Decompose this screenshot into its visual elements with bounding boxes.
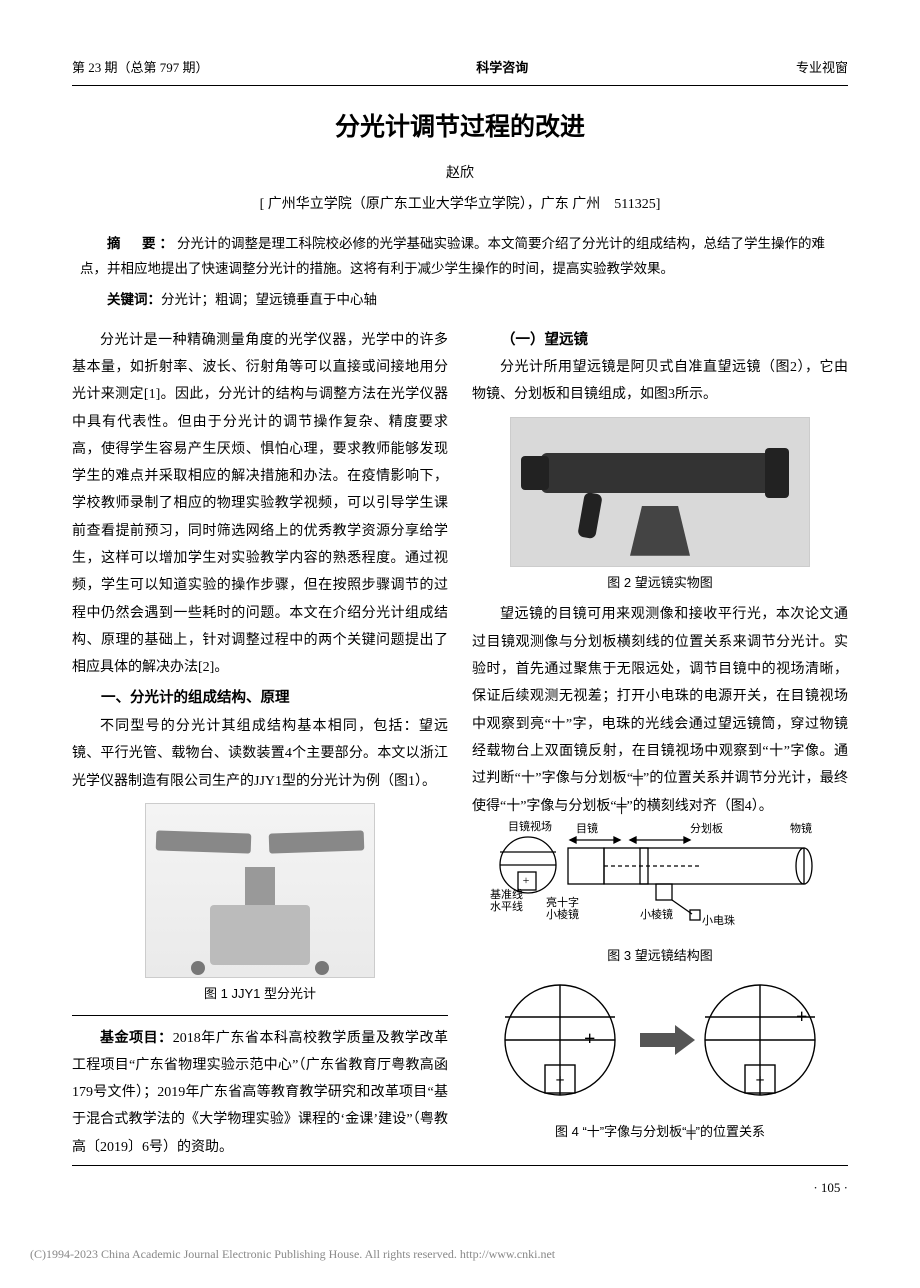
right-p1: 分光计所用望远镜是阿贝式自准直望远镜（图2），它由物镜、分划板和目镜组成，如图3… (472, 354, 848, 409)
lbl-small-bulb: 小电珠 (702, 913, 735, 927)
figure-1-caption: 图 1 JJY1 型分光计 (72, 982, 448, 1007)
lbl-small-prism: 小棱镜 (546, 907, 579, 921)
svg-text:+: + (584, 1028, 595, 1050)
funding: 基金项目：2018年广东省本科高校教学质量及教学改革工程项目“广东省物理实验示范… (72, 1024, 448, 1161)
copyright-footer: (C)1994-2023 China Academic Journal Elec… (0, 1231, 920, 1288)
abstract: 摘 要：分光计的调整是理工科院校必修的光学基础实验课。本文简要介绍了分光计的组成… (80, 232, 840, 281)
running-header: 第 23 期（总第 797 期） 科学咨询 专业视窗 (72, 56, 848, 86)
svg-text:+: + (523, 873, 530, 887)
lbl-reticle: 分划板 (690, 821, 723, 835)
left-p2: 不同型号的分光计其组成结构基本相同，包括：望远镜、平行光管、载物台、读数装置4个… (72, 713, 448, 795)
divider (72, 1015, 448, 1016)
keywords-text: 分光计；粗调；望远镜垂直于中心轴 (161, 292, 377, 307)
header-center: 科学咨询 (476, 56, 528, 81)
svg-text:+: + (555, 1072, 564, 1089)
lbl-horizon: 水平线 (490, 899, 523, 913)
lbl-objective: 物镜 (790, 821, 812, 835)
spectrometer-illustration (145, 803, 375, 978)
left-column: 分光计是一种精确测量角度的光学仪器，光学中的许多基本量，如折射率、波长、衍射角等… (72, 327, 448, 1161)
svg-text:+: + (755, 1072, 764, 1089)
author: 赵欣 (72, 161, 848, 188)
lbl-eyepiece-field: 目镜视场 (508, 820, 552, 833)
figure-2 (472, 417, 848, 567)
keywords-label: 关键词： (107, 292, 161, 307)
right-column: （一）望远镜 分光计所用望远镜是阿贝式自准直望远镜（图2），它由物镜、分划板和目… (472, 327, 848, 1161)
affiliation: [ 广州华立学院（原广东工业大学华立学院），广东 广州 511325] (72, 192, 848, 219)
figure-2-caption: 图 2 望远镜实物图 (472, 571, 848, 596)
page: 第 23 期（总第 797 期） 科学咨询 专业视窗 分光计调节过程的改进 赵欣… (0, 0, 920, 1231)
telescope-illustration (510, 417, 810, 567)
figure-4-caption: 图 4 “十”字像与分划板“╪”的位置关系 (472, 1120, 848, 1145)
heading-telescope: （一）望远镜 (472, 327, 848, 355)
header-right: 专业视窗 (796, 56, 848, 81)
abstract-label: 摘 要： (107, 236, 177, 251)
lbl-eyepiece: 目镜 (576, 821, 598, 835)
header-left: 第 23 期（总第 797 期） (72, 56, 209, 81)
figure-3: + (490, 820, 830, 941)
article-title: 分光计调节过程的改进 (72, 104, 848, 152)
left-p1: 分光计是一种精确测量角度的光学仪器，光学中的许多基本量，如折射率、波长、衍射角等… (72, 327, 448, 682)
figure-4: + + + + (490, 975, 830, 1116)
svg-text:+: + (796, 1006, 807, 1028)
lbl-bright-cross: 亮十字 (546, 895, 579, 909)
funding-label: 基金项目： (100, 1029, 173, 1045)
lbl-small-prism2: 小棱镜 (640, 907, 673, 921)
page-number: · 105 · (72, 1176, 848, 1201)
right-p2: 望远镜的目镜可用来观测像和接收平行光，本次论文通过目镜观测像与分划板横刻线的位置… (472, 601, 848, 819)
keywords: 关键词：分光计；粗调；望远镜垂直于中心轴 (80, 287, 840, 313)
heading-structure: 一、分光计的组成结构、原理 (72, 685, 448, 713)
body-columns: 分光计是一种精确测量角度的光学仪器，光学中的许多基本量，如折射率、波长、衍射角等… (72, 327, 848, 1161)
figure-1 (72, 803, 448, 978)
funding-text: 2018年广东省本科高校教学质量及教学改革工程项目“广东省物理实验示范中心”（广… (72, 1031, 448, 1155)
footer-rule (72, 1165, 848, 1166)
figure-3-caption: 图 3 望远镜结构图 (472, 944, 848, 969)
lbl-baseline: 基准线 (490, 887, 523, 901)
abstract-text: 分光计的调整是理工科院校必修的光学基础实验课。本文简要介绍了分光计的组成结构，总… (80, 236, 825, 275)
